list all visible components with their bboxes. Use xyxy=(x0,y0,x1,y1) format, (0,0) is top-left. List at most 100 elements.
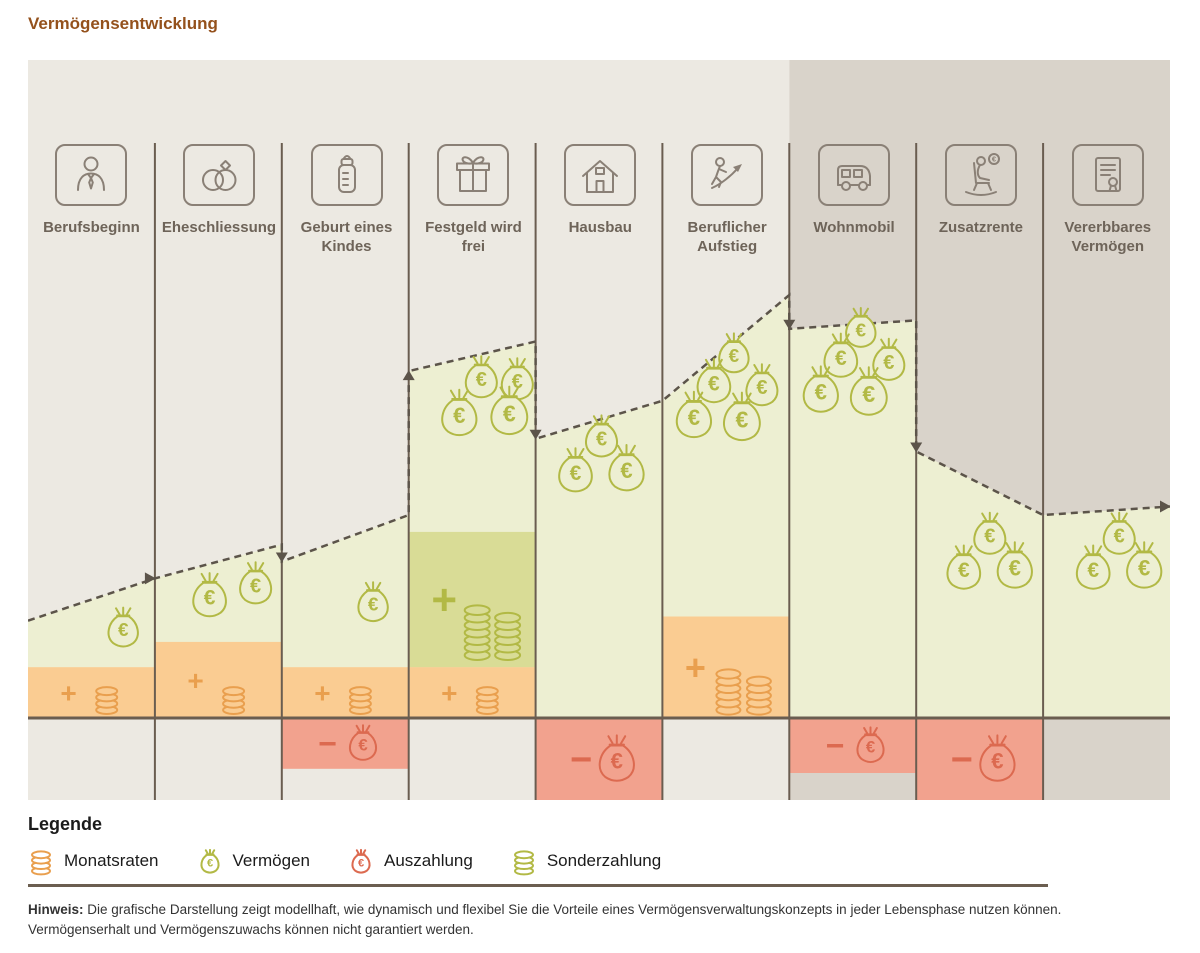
phase-header-0: Berufsbeginn xyxy=(28,143,155,257)
svg-text:€: € xyxy=(1087,559,1099,582)
svg-text:€: € xyxy=(1009,556,1021,581)
moneybag-icon: € xyxy=(1075,544,1111,590)
legend-label: Monatsraten xyxy=(64,851,159,870)
phase-label: Beruflicher Aufstieg xyxy=(687,219,767,255)
svg-text:€: € xyxy=(862,381,875,407)
moneybag-icon: € xyxy=(723,391,761,442)
phase-header-7: € Zusatzrente xyxy=(917,143,1044,257)
svg-text:€: € xyxy=(991,749,1003,774)
person-icon xyxy=(55,144,128,206)
moneybag-icon: € xyxy=(558,447,593,493)
legend: Monatsraten € Vermögen € Auszahlung Sonderzah… xyxy=(28,846,661,876)
moneybag-icon: € xyxy=(872,337,906,381)
svg-text:€: € xyxy=(512,371,523,393)
plus-sign: + xyxy=(685,647,706,688)
moneybag-icon: € xyxy=(357,581,389,623)
moneybag-icon: € xyxy=(490,385,529,436)
svg-text:€: € xyxy=(611,749,623,774)
phase-header-6: Wohnmobil xyxy=(791,143,918,257)
moneybag-icon: € xyxy=(608,444,645,492)
coin-stack-icon xyxy=(463,604,491,662)
svg-text:€: € xyxy=(835,347,847,370)
svg-text:€: € xyxy=(756,377,767,399)
moneybag-icon: € xyxy=(1102,511,1136,555)
svg-text:€: € xyxy=(204,587,216,610)
phase-label: Eheschliessung xyxy=(161,219,277,236)
moneybag-icon: € xyxy=(348,724,378,761)
svg-text:€: € xyxy=(815,380,827,405)
minus-sign: − xyxy=(570,739,592,781)
note-label: Hinweis: xyxy=(28,902,84,917)
trend-arrow-down xyxy=(910,442,923,453)
legend-item-2: € Auszahlung xyxy=(348,846,473,876)
svg-text:€: € xyxy=(984,526,995,548)
phase-label: Geburt eines Kindes xyxy=(300,219,393,255)
moneybag-icon: € xyxy=(856,726,885,763)
phase-label: Berufsbeginn xyxy=(43,219,140,236)
moneybag-icon: € xyxy=(745,363,779,407)
minus-sign: − xyxy=(951,739,973,781)
coin-stack-icon xyxy=(715,668,742,716)
svg-text:€: € xyxy=(735,406,748,432)
svg-text:€: € xyxy=(688,405,700,430)
svg-text:€: € xyxy=(368,595,379,616)
phase-label: Zusatzrente xyxy=(938,219,1023,236)
house-icon xyxy=(564,144,637,206)
minus-sign: − xyxy=(826,728,845,764)
phase-header-2: Geburt eines Kindes xyxy=(283,143,410,257)
auszahlung-bar xyxy=(789,718,917,773)
note: Hinweis: Die grafische Darstellung zeigt… xyxy=(28,900,1073,941)
camper-van-icon xyxy=(818,144,891,206)
coin-stack-icon xyxy=(348,686,372,715)
svg-text:€: € xyxy=(958,559,970,582)
auszahlung-bar xyxy=(916,718,1044,800)
note-text: Die grafische Darstellung zeigt modellha… xyxy=(28,902,1062,938)
coin-stack-icon xyxy=(513,850,534,876)
minus-sign: − xyxy=(318,725,337,761)
legend-label: Vermögen xyxy=(232,851,311,870)
auszahlung-bar xyxy=(281,718,409,769)
trend-arrow-right xyxy=(144,572,156,585)
moneybag-icon: € xyxy=(696,358,732,404)
phase-headers: Berufsbeginn Eheschliessung Geburt eines K… xyxy=(28,143,1170,257)
monatsraten-bar xyxy=(28,667,155,718)
trend-line xyxy=(28,292,1170,622)
moneybag-icon: € xyxy=(441,388,478,437)
coin-stack-icon xyxy=(95,686,119,715)
trend-arrow-down xyxy=(783,319,796,330)
trend-arrow-up xyxy=(402,370,415,381)
coin-stack-icon xyxy=(222,686,246,715)
moneybag-icon: € xyxy=(351,848,371,874)
moneybag-icon: € xyxy=(973,511,1007,555)
wealth-chart: + + + + + + − € − € − € − € € € € € € € € € € € € € € € € € € € € € € € € € € €… xyxy=(28,60,1170,800)
wealth-chart-svg: ++ + + ++− € − € − € − €€€€ €€ €€ €€€ €€€ €€ €€€ €€ €€€ €€€… xyxy=(28,60,1170,800)
moneybag-icon: € xyxy=(464,355,498,399)
coin-stack-icon xyxy=(31,850,51,876)
phase-label: Wohnmobil xyxy=(813,219,895,236)
legend-item-1: € Vermögen xyxy=(197,846,311,876)
plus-sign: + xyxy=(187,665,203,696)
trend-arrow-down xyxy=(275,552,288,563)
phase-header-3: Festgeld wird frei xyxy=(410,143,537,257)
page-title: Vermögensentwicklung xyxy=(28,14,218,33)
svg-text:€: € xyxy=(866,738,876,757)
svg-text:€: € xyxy=(992,155,997,164)
moneybag-icon: € xyxy=(718,332,750,374)
coin-stack-icon xyxy=(513,850,534,876)
auszahlung-bar xyxy=(535,718,663,800)
coin-stack-icon xyxy=(494,611,522,662)
baby-bottle-icon xyxy=(310,144,383,206)
monatsraten-bar xyxy=(281,667,409,718)
svg-text:€: € xyxy=(883,352,894,374)
coin-stack-icon xyxy=(475,686,499,715)
plus-sign: + xyxy=(441,678,457,709)
moneybag-icon: € xyxy=(239,561,273,605)
moneybag-icon: € xyxy=(823,332,859,378)
moneybag-icon: € xyxy=(979,734,1016,782)
svg-text:€: € xyxy=(358,858,364,870)
moneybag-icon: € xyxy=(585,414,618,458)
svg-text:€: € xyxy=(503,400,516,426)
svg-text:€: € xyxy=(620,458,632,483)
svg-text:€: € xyxy=(596,428,607,450)
moneybag-icon: € xyxy=(199,848,220,874)
